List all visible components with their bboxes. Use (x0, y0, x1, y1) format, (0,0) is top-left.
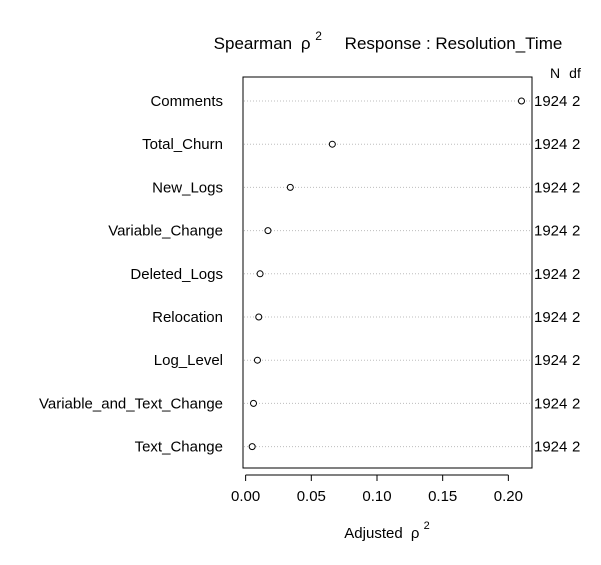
n-header: N (550, 65, 560, 81)
row-df-value: 2 (572, 395, 580, 412)
row-n-value: 1924 (534, 309, 567, 326)
x-tick-label: 0.20 (494, 488, 523, 505)
row-n-value: 1924 (534, 179, 567, 196)
x-axis: 0.00 0.05 0.10 0.15 0.20 (231, 474, 523, 505)
data-point (255, 313, 263, 321)
row-label: Deleted_Logs (130, 266, 223, 283)
row-labels: Comments Total_Churn New_Logs Variable_Chan… (39, 93, 223, 456)
xlabel-prefix: Adjusted (344, 525, 402, 542)
row-label: New_Logs (152, 179, 223, 196)
title-prefix: Spearman (214, 34, 292, 53)
data-point (328, 140, 336, 148)
data-point (250, 399, 258, 407)
row-label: Variable_and_Text_Change (39, 395, 223, 412)
x-axis-label: Adjusted ρ 2 (344, 520, 429, 542)
row-n-value: 1924 (534, 352, 567, 369)
data-point (253, 356, 261, 364)
row-df-value: 2 (572, 309, 580, 326)
grid-lines (244, 100, 531, 448)
row-df-value: 2 (572, 136, 580, 153)
df-header: df (569, 65, 581, 81)
chart-title: Spearman ρ 2 Response : Resolution_Time (214, 25, 563, 53)
xlabel-power: 2 (424, 520, 430, 532)
row-label: Variable_Change (108, 223, 223, 240)
right-annotations: 1924 2 1924 2 1924 2 1924 2 1924 2 1924 2 1924 2 1924 2… (534, 93, 580, 456)
x-tick-label: 0.00 (231, 488, 260, 505)
x-tick-label: 0.15 (428, 488, 457, 505)
x-tick-label: 0.10 (362, 488, 391, 505)
title-power: 2 (315, 29, 322, 43)
row-label: Relocation (152, 309, 223, 326)
x-tick-label: 0.05 (297, 488, 326, 505)
row-df-value: 2 (572, 93, 580, 110)
row-n-value: 1924 (534, 439, 567, 456)
row-label: Comments (150, 93, 223, 110)
data-point (256, 270, 264, 278)
plot-frame (242, 76, 533, 469)
data-point (264, 227, 272, 235)
row-n-value: 1924 (534, 223, 567, 240)
row-n-value: 1924 (534, 266, 567, 283)
data-points (248, 97, 525, 451)
data-point (248, 443, 256, 451)
row-df-value: 2 (572, 179, 580, 196)
xlabel-rho: ρ (411, 525, 420, 542)
row-label: Text_Change (135, 439, 223, 456)
row-df-value: 2 (572, 439, 580, 456)
title-rho: ρ (301, 34, 311, 53)
row-df-value: 2 (572, 266, 580, 283)
row-label: Log_Level (154, 352, 223, 369)
data-point (517, 97, 525, 105)
data-point (286, 183, 294, 191)
row-n-value: 1924 (534, 395, 567, 412)
row-label: Total_Churn (142, 136, 223, 153)
row-n-value: 1924 (534, 136, 567, 153)
row-df-value: 2 (572, 352, 580, 369)
row-n-value: 1924 (534, 93, 567, 110)
title-response: Response : Resolution_Time (345, 34, 563, 53)
row-df-value: 2 (572, 223, 580, 240)
